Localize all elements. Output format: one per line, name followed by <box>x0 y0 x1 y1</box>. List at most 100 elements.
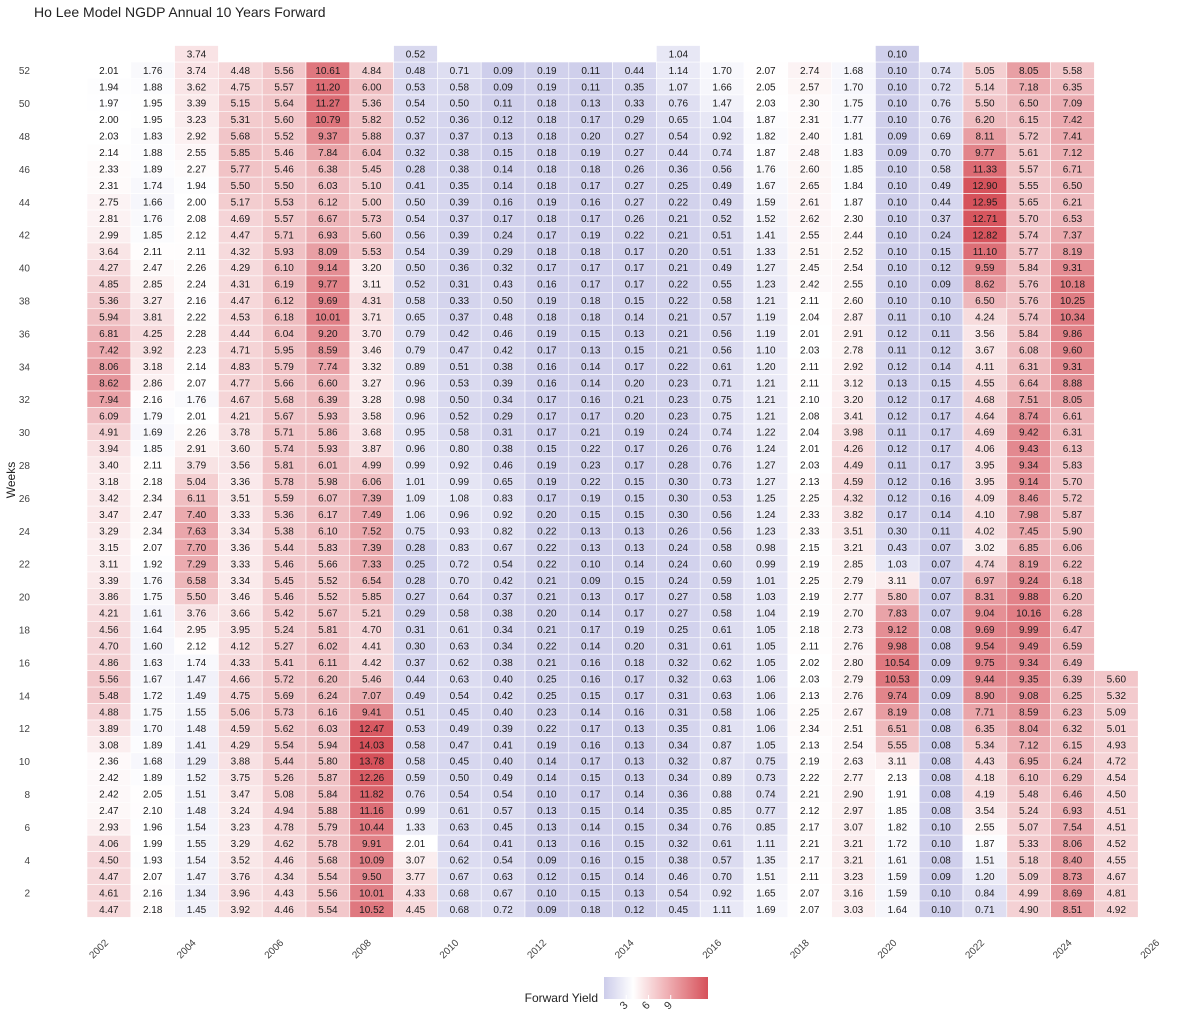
cell-label-2023-w35: 6.08 <box>1019 345 1039 356</box>
cell-label-2018-w48: 2.40 <box>800 132 820 143</box>
cell-label-2010-w46: 0.38 <box>450 165 470 176</box>
cell-label-2015-w4: 0.38 <box>669 855 689 866</box>
cell-label-2005-w52: 4.48 <box>231 66 251 77</box>
cell-label-2013-w18: 0.17 <box>581 625 601 636</box>
cell-label-2021-w9: 0.08 <box>931 773 951 784</box>
cell-label-2024-w32: 8.05 <box>1063 395 1083 406</box>
cell-label-2005-w34: 4.83 <box>231 362 251 373</box>
cell-label-2024-w36: 9.86 <box>1063 329 1083 340</box>
cell-label-2010-w36: 0.42 <box>450 329 470 340</box>
cell-label-2002-w44: 2.75 <box>99 197 119 208</box>
cell-label-2008-w28: 4.99 <box>362 461 382 472</box>
cell-label-2003-w19: 1.61 <box>143 609 163 620</box>
cell-label-2011-w24: 0.82 <box>493 526 513 537</box>
cell-label-2020-w27: 0.12 <box>888 477 908 488</box>
cell-label-2008-w29: 3.87 <box>362 444 382 455</box>
cell-label-2024-w16: 6.49 <box>1063 658 1083 669</box>
cell-label-2013-w46: 0.18 <box>581 165 601 176</box>
cell-label-2006-w8: 5.08 <box>274 790 294 801</box>
cell-label-2006-w25: 5.36 <box>274 510 294 521</box>
cell-label-2015-w19: 0.27 <box>669 609 689 620</box>
cell-label-2012-w16: 0.21 <box>537 658 557 669</box>
cell-label-2012-w11: 0.19 <box>537 740 557 751</box>
cell-label-2005-w16: 4.33 <box>231 658 251 669</box>
cell-label-2024-w35: 9.60 <box>1063 345 1083 356</box>
cell-label-2005-w42: 4.47 <box>231 230 251 241</box>
cell-label-2006-w14: 5.69 <box>274 691 294 702</box>
cell-label-2021-w36: 0.11 <box>932 329 951 340</box>
cell-label-2023-w11: 7.12 <box>1019 740 1039 751</box>
cell-label-2009-w2: 4.33 <box>406 888 426 899</box>
cell-label-2008-w32: 3.28 <box>362 395 382 406</box>
cell-label-2021-w8: 0.08 <box>931 790 951 801</box>
cell-label-2013-w7: 0.15 <box>581 806 601 817</box>
cell-label-2011-w34: 0.38 <box>493 362 513 373</box>
cell-label-2004-w26: 6.11 <box>187 494 206 505</box>
cell-label-2024-w49: 7.42 <box>1063 115 1083 126</box>
cell-label-2013-w5: 0.16 <box>581 839 601 850</box>
cell-label-2004-w8: 1.51 <box>187 790 207 801</box>
cell-label-2005-w27: 3.36 <box>231 477 251 488</box>
cell-label-2003-w27: 2.18 <box>143 477 163 488</box>
cell-label-2018-w45: 2.65 <box>800 181 820 192</box>
cell-label-2025-w12: 5.01 <box>1107 724 1127 735</box>
cell-label-2023-w32: 7.51 <box>1019 395 1039 406</box>
cell-label-2022-w20: 8.31 <box>975 592 995 603</box>
cell-label-2003-w12: 1.70 <box>143 724 163 735</box>
cell-label-2002-w38: 5.36 <box>99 296 119 307</box>
cell-label-2009-w8: 0.76 <box>406 790 426 801</box>
cell-label-2014-w28: 0.17 <box>625 461 645 472</box>
cell-label-2014-w40: 0.17 <box>625 263 645 274</box>
y-tick-label-6: 6 <box>24 823 30 834</box>
cell-label-2014-w5: 0.15 <box>625 839 645 850</box>
cell-label-2014-w15: 0.17 <box>625 674 645 685</box>
cell-label-2006-w50: 5.64 <box>274 99 294 110</box>
cell-label-2016-w22: 0.60 <box>712 559 732 570</box>
y-tick-label-38: 38 <box>19 297 31 308</box>
cell-label-2007-w3: 5.54 <box>318 872 338 883</box>
cell-label-2010-w8: 0.54 <box>450 790 470 801</box>
cell-label-2008-w33: 3.27 <box>362 378 382 389</box>
cell-label-2002-w48: 2.03 <box>99 132 119 143</box>
x-tick-label-2024: 2024 <box>1051 937 1075 961</box>
cell-label-2011-w2: 0.67 <box>493 888 513 899</box>
cell-label-2015-w49: 0.65 <box>669 115 689 126</box>
cell-label-2018-w42: 2.55 <box>800 230 820 241</box>
cell-label-2017-w23: 0.98 <box>756 543 776 554</box>
cell-label-2003-w23: 2.07 <box>143 543 163 554</box>
y-tick-label-48: 48 <box>19 132 31 143</box>
cell-label-2012-w19: 0.20 <box>537 609 557 620</box>
cell-label-2021-w1: 0.10 <box>931 905 951 916</box>
cell-label-2004-w48: 2.92 <box>187 132 207 143</box>
cell-label-2009-w10: 0.58 <box>406 757 426 768</box>
cell-label-2012-w47: 0.18 <box>537 148 557 159</box>
cell-label-2021-w35: 0.12 <box>931 345 951 356</box>
cell-label-2003-w46: 1.89 <box>143 165 163 176</box>
cell-label-2008-w23: 7.39 <box>362 543 382 554</box>
cell-label-2017-w1: 1.69 <box>756 905 776 916</box>
cell-label-2015-w9: 0.34 <box>669 773 689 784</box>
cell-label-2015-w34: 0.22 <box>669 362 689 373</box>
cell-label-2020-w44: 0.10 <box>888 197 908 208</box>
cell-label-2022-w12: 6.35 <box>975 724 995 735</box>
cell-label-2012-w36: 0.19 <box>537 329 557 340</box>
cell-label-2009-w36: 0.79 <box>406 329 426 340</box>
cell-label-2005-w31: 4.21 <box>231 411 251 422</box>
cell-label-2025-w5: 4.52 <box>1107 839 1127 850</box>
cell-label-2019-w5: 3.21 <box>844 839 864 850</box>
cell-label-2004-w51: 3.62 <box>187 82 207 93</box>
cell-label-2022-w49: 6.20 <box>975 115 995 126</box>
cell-label-2004-w37: 2.22 <box>187 313 207 324</box>
cell-label-2016-w20: 0.58 <box>712 592 732 603</box>
cell-label-2012-w34: 0.16 <box>537 362 557 373</box>
cell-label-2018-w40: 2.45 <box>800 263 820 274</box>
cell-label-2019-w39: 2.55 <box>844 280 864 291</box>
cell-label-2016-w14: 0.63 <box>712 691 732 702</box>
cell-label-2006-w37: 6.18 <box>274 313 294 324</box>
cell-label-2012-w20: 0.21 <box>537 592 557 603</box>
cell-label-2005-w23: 3.36 <box>231 543 251 554</box>
cell-label-2011-w28: 0.46 <box>493 461 513 472</box>
cell-label-2022-w42: 12.82 <box>972 230 997 241</box>
cell-label-2019-w27: 4.59 <box>844 477 864 488</box>
cell-label-2015-w43: 0.21 <box>669 214 689 225</box>
